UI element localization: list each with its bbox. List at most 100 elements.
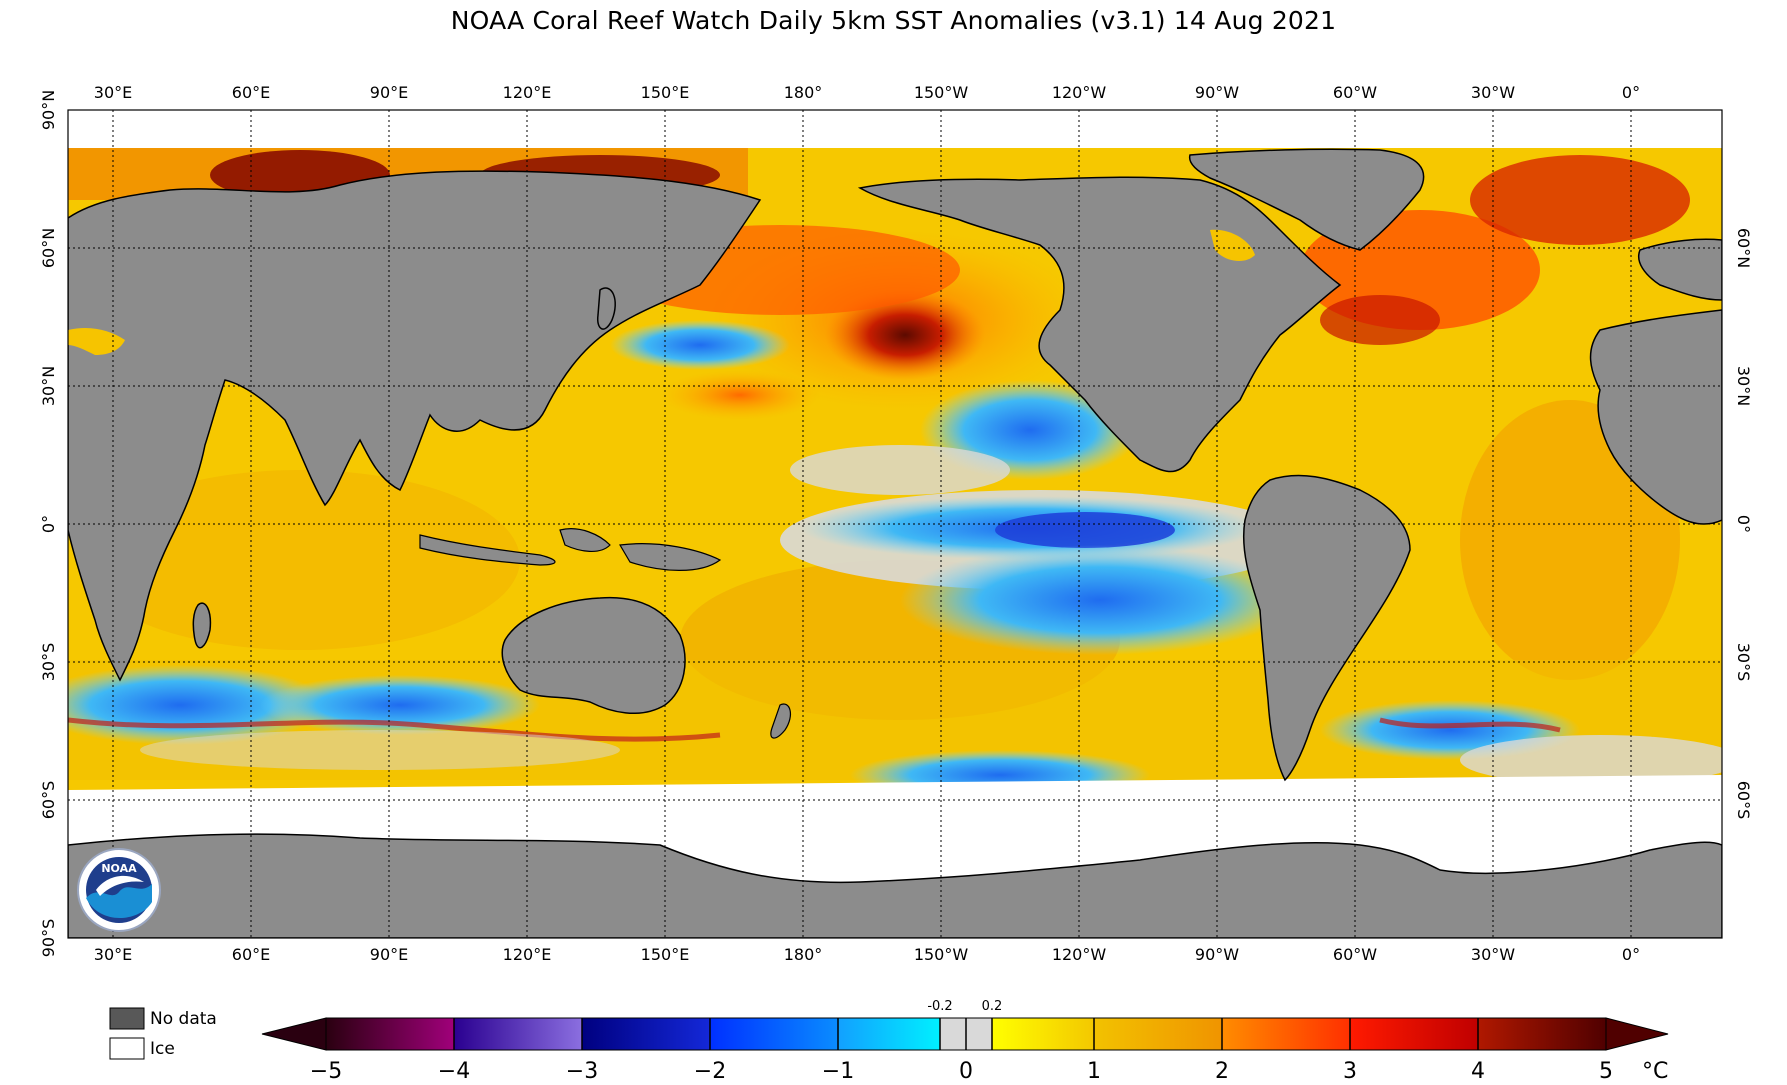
lat-label: 60°N [1734, 228, 1753, 268]
top-lon-labels: 30°E 60°E 90°E 120°E 150°E 180° 150°W 12… [94, 83, 1640, 102]
no-data-swatch [109, 1007, 145, 1030]
indonesia [419, 534, 556, 566]
new-zealand [770, 703, 792, 739]
lon-label: 90°W [1195, 945, 1239, 964]
south-pacific-cool [900, 545, 1300, 655]
lat-label: 60°S [39, 781, 58, 820]
lon-label: 0° [1622, 83, 1640, 102]
map-frame [67, 109, 1723, 939]
eurasia-africa [68, 170, 762, 682]
europe [1638, 238, 1722, 301]
lon-label: 30°E [94, 945, 132, 964]
lat-label: 90°N [39, 90, 58, 130]
lat-label: 60°N [39, 228, 58, 268]
right-lat-labels: 60°N 30°N 0° 30°S 60°S [1734, 228, 1753, 819]
colorbar-segment [992, 1018, 1094, 1050]
lon-label: 60°W [1333, 945, 1377, 964]
lon-label: 30°E [94, 83, 132, 102]
colorbar-segment [1478, 1018, 1606, 1050]
colorbar-small-label: -0.2 [927, 999, 952, 1014]
colorbar-neutral [966, 1018, 992, 1050]
colorbar-neutral [940, 1018, 966, 1050]
colorbar: -0.2 0.2 −5 −4 −3 −2 −1 0 1 2 3 4 5 °C [261, 999, 1669, 1084]
lon-label: 30°W [1471, 83, 1515, 102]
colorbar-segment [838, 1018, 940, 1050]
norwegian-sea-warm [1470, 155, 1690, 245]
lon-label: 120°E [503, 945, 552, 964]
colorbar-segment [582, 1018, 710, 1050]
lat-label: 30°S [39, 643, 58, 682]
logo-text: NOAA [101, 862, 137, 875]
bottom-lon-labels: 30°E 60°E 90°E 120°E 150°E 180° 150°W 12… [94, 945, 1640, 964]
lon-label: 90°E [370, 83, 408, 102]
greenland [1188, 148, 1425, 251]
ice-swatch [109, 1037, 145, 1060]
noaa-logo-icon: NOAA [77, 848, 161, 932]
south-america [1242, 474, 1411, 782]
lat-label: 30°N [39, 366, 58, 406]
colorbar-tick: −1 [822, 1059, 854, 1084]
lon-label: 0° [1622, 945, 1640, 964]
lat-label: 60°S [1734, 781, 1753, 820]
equatorial-cold-core [995, 512, 1175, 548]
lon-label: 90°E [370, 945, 408, 964]
lon-label: 90°W [1195, 83, 1239, 102]
colorbar-segment [1094, 1018, 1222, 1050]
lon-label: 120°E [503, 83, 552, 102]
lon-label: 60°E [232, 945, 270, 964]
colorbar-high-extend [1605, 1017, 1669, 1051]
colorbar-tick: 2 [1215, 1059, 1229, 1084]
mediterranean [68, 328, 125, 355]
lon-label: 180° [784, 945, 823, 964]
colorbar-tick: 4 [1471, 1059, 1485, 1084]
map-field [68, 110, 1722, 938]
colorbar-tick: 0 [959, 1059, 973, 1084]
colorbar-tick: −4 [438, 1059, 470, 1084]
japan [596, 287, 616, 330]
north-pacific-hot-core [825, 290, 985, 380]
legend: No data Ice [109, 1007, 217, 1060]
colorbar-segment [1222, 1018, 1350, 1050]
lat-label: 30°S [1734, 643, 1753, 682]
southern-front [68, 717, 721, 742]
lat-label: 0° [39, 515, 58, 533]
new-guinea [619, 543, 722, 571]
antarctica [68, 833, 1722, 938]
colorbar-dividers [453, 1018, 1479, 1050]
lon-label: 180° [784, 83, 823, 102]
gulf-stream-warm [1320, 295, 1440, 345]
left-lat-labels: 90°N 60°N 30°N 0° 30°S 60°S 90°S [39, 90, 58, 957]
graticule [68, 110, 1722, 938]
colorbar-tick: −3 [566, 1059, 598, 1084]
no-data-label: No data [150, 1009, 217, 1029]
map-title: NOAA Coral Reef Watch Daily 5km SST Anom… [450, 6, 1337, 35]
colorbar-unit: °C [1642, 1059, 1668, 1084]
lon-label: 150°W [914, 83, 969, 102]
colorbar-low-extend [261, 1017, 327, 1051]
lon-label: 30°W [1471, 945, 1515, 964]
lat-label: 90°S [39, 919, 58, 958]
australia [501, 596, 686, 715]
colorbar-segment [1350, 1018, 1478, 1050]
lon-label: 150°E [641, 945, 690, 964]
colorbar-tick: 5 [1599, 1059, 1613, 1084]
lon-label: 60°W [1333, 83, 1377, 102]
lon-label: 60°E [232, 83, 270, 102]
neutral-zone [790, 445, 1010, 495]
colorbar-segment [710, 1018, 838, 1050]
lat-label: 0° [1734, 515, 1753, 533]
colorbar-segment [454, 1018, 582, 1050]
neutral-zone [1460, 735, 1722, 785]
warm-patch [80, 470, 520, 650]
lon-label: 120°W [1052, 83, 1107, 102]
colorbar-tick: −5 [310, 1059, 342, 1084]
lat-label: 30°N [1734, 366, 1753, 406]
southern-front [1379, 717, 1561, 733]
borneo [559, 528, 611, 552]
colorbar-tick: −2 [694, 1059, 726, 1084]
lon-label: 150°W [914, 945, 969, 964]
neutral-zone [140, 730, 620, 770]
ice-label: Ice [150, 1039, 175, 1059]
hudson-bay [1210, 229, 1255, 262]
